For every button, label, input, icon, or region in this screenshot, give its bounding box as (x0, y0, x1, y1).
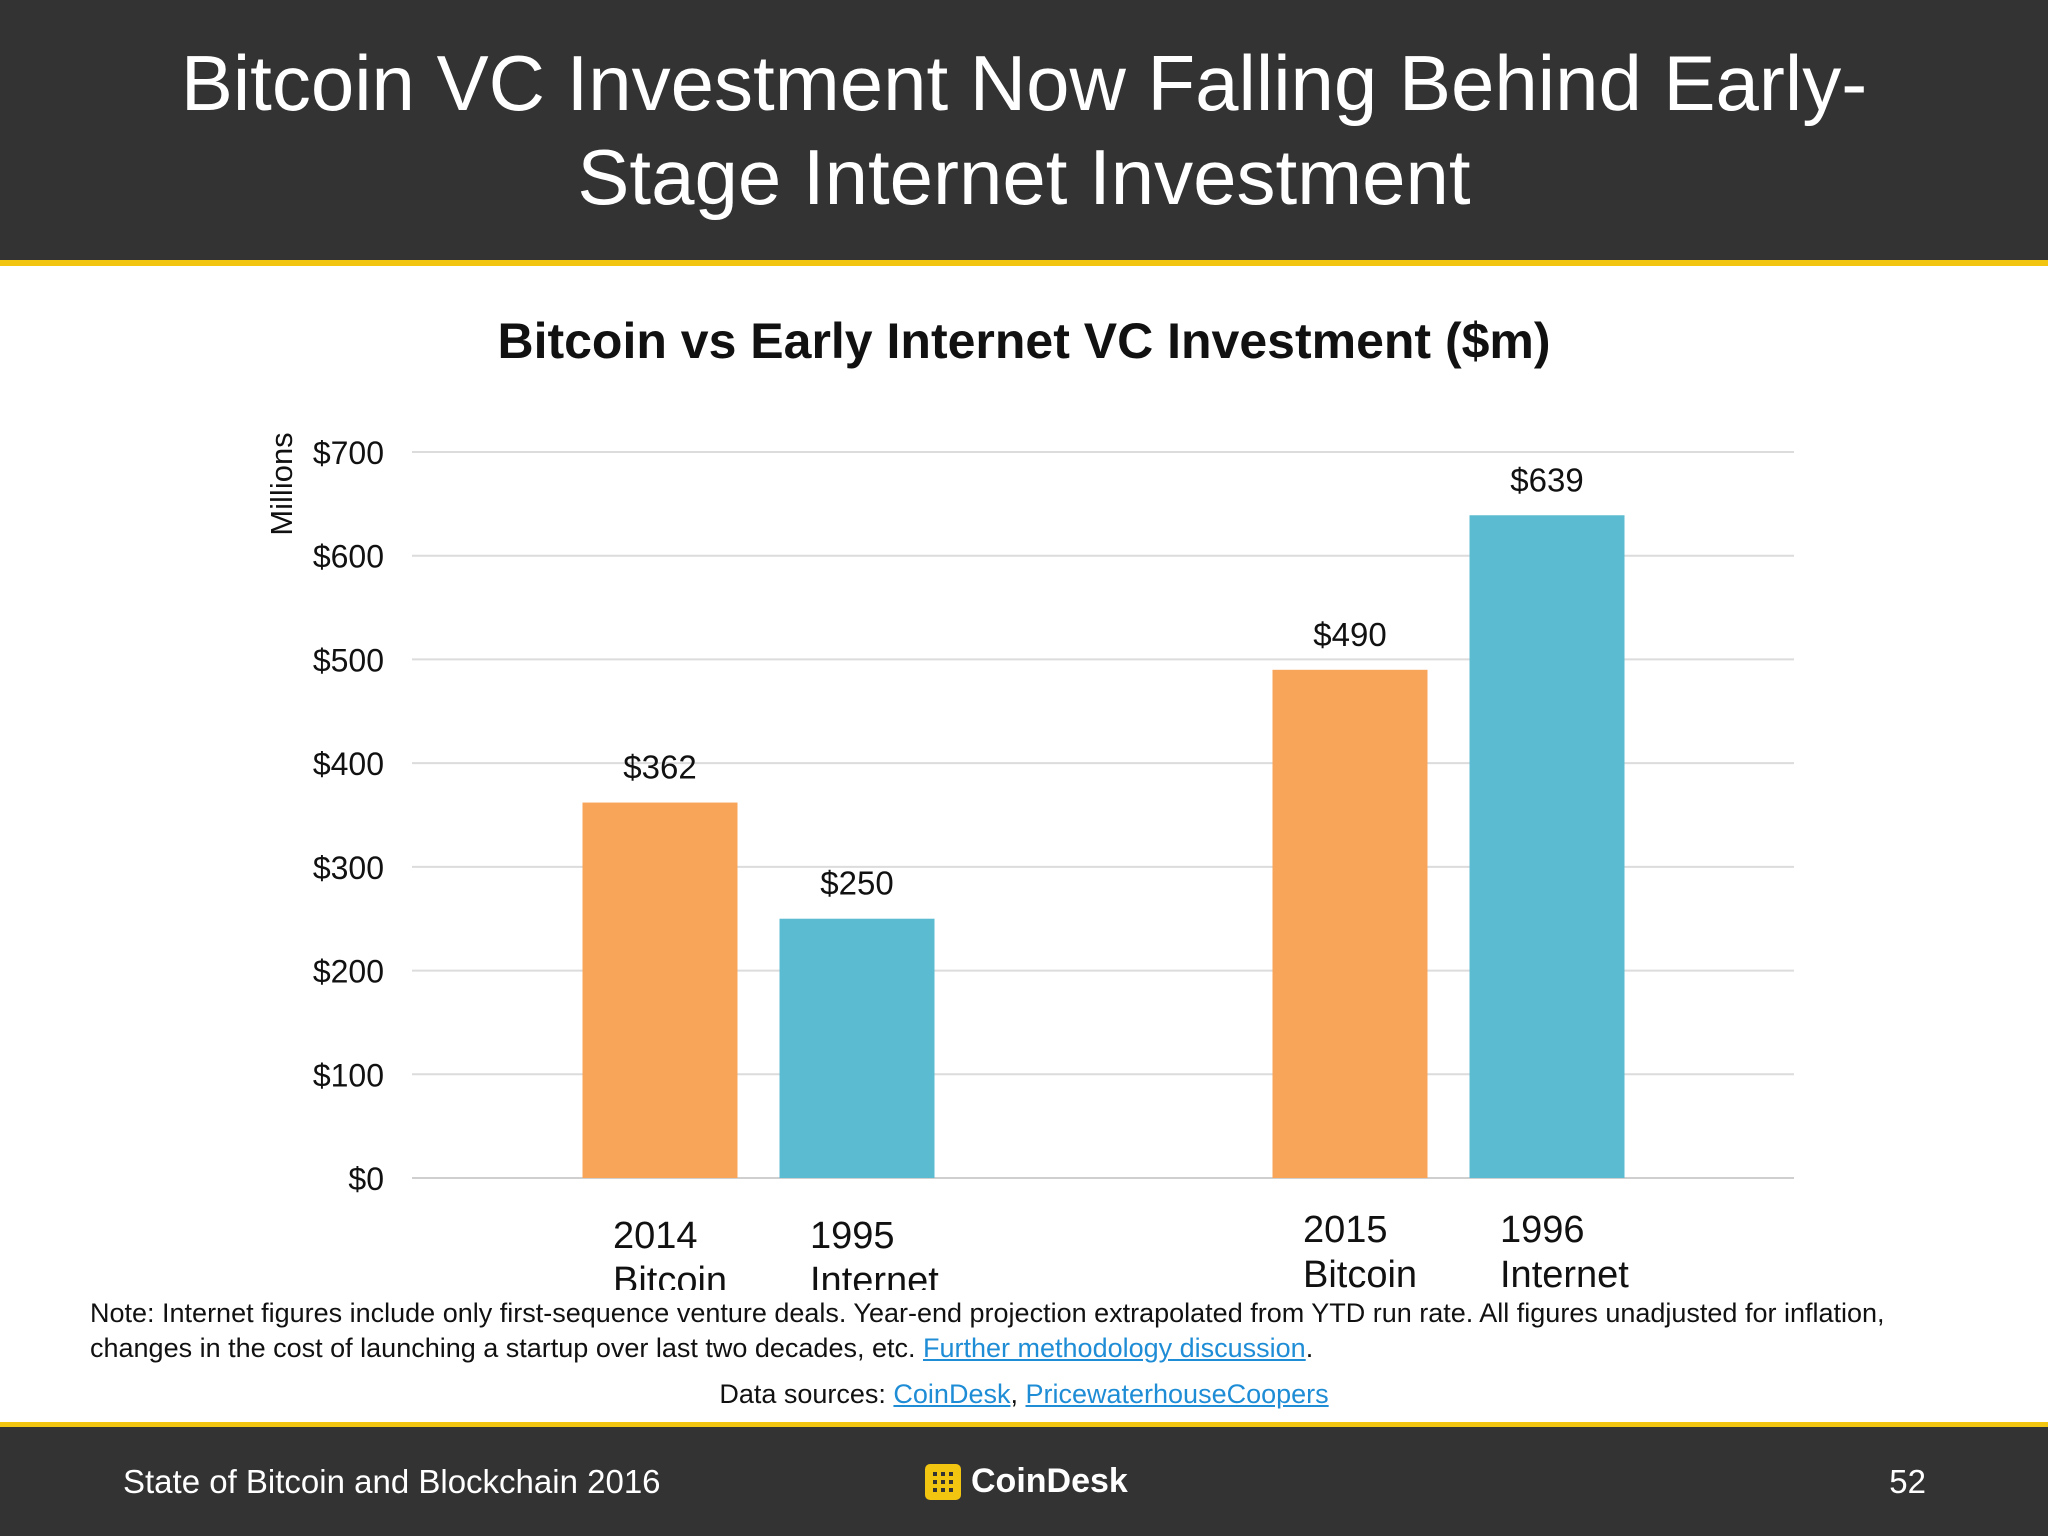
y-tick-label: $600 (313, 539, 384, 575)
brand-name: CoinDesk (971, 1462, 1128, 1500)
sources-prefix: Data sources: (719, 1379, 894, 1409)
category-label-name: Internet (810, 1260, 939, 1290)
y-tick-label: $500 (313, 642, 384, 678)
slide-title-line-2: Stage Internet Investment (577, 133, 1471, 221)
footer-deck-title: State of Bitcoin and Blockchain 2016 (123, 1462, 661, 1500)
y-tick-label: $700 (313, 435, 384, 471)
slide-header: Bitcoin VC Investment Now Falling Behind… (0, 0, 2048, 266)
category-label-year: 2015 (1303, 1209, 1388, 1251)
coindesk-link[interactable]: CoinDesk (893, 1379, 1011, 1409)
bar (1469, 515, 1625, 1178)
category-label-name: Internet (1500, 1254, 1629, 1290)
bar (1272, 669, 1428, 1178)
y-tick-label: $0 (348, 1161, 384, 1197)
category-label-year: 2014 (613, 1215, 698, 1257)
bar (582, 802, 738, 1178)
y-tick-label: $100 (313, 1057, 384, 1093)
page-number: 52 (1889, 1462, 1926, 1500)
note-end: . (1305, 1333, 1314, 1363)
bar (779, 918, 935, 1178)
chart-title: Bitcoin vs Early Internet VC Investment … (497, 313, 1551, 369)
slide-footer: State of Bitcoin and Blockchain 2016 Coi… (0, 1422, 2048, 1536)
y-axis-label: Millions (264, 432, 299, 535)
brand: CoinDesk (925, 1427, 1128, 1536)
data-label: $250 (820, 865, 893, 902)
data-label: $362 (623, 749, 696, 786)
note-text: Note: Internet figures include only firs… (90, 1298, 1885, 1363)
y-tick-label: $400 (313, 746, 384, 782)
bar-chart: $0 $100 $200 $300 $400 $500 $600 $700 Millions $3… (264, 432, 1794, 1290)
coindesk-logo-icon (925, 1463, 961, 1500)
category-label-name: Bitcoin (613, 1260, 727, 1290)
methodology-note: Note: Internet figures include only firs… (90, 1296, 1990, 1366)
category-label-year: 1996 (1500, 1209, 1585, 1251)
data-label: $490 (1313, 616, 1386, 653)
methodology-link[interactable]: Further methodology discussion (923, 1333, 1306, 1363)
data-sources: Data sources: CoinDesk, PricewaterhouseC… (0, 1377, 2048, 1412)
category-label-year: 1995 (810, 1215, 895, 1257)
y-tick-label: $300 (313, 850, 384, 886)
sources-separator: , (1010, 1379, 1026, 1409)
pwc-link[interactable]: PricewaterhouseCoopers (1025, 1379, 1329, 1409)
data-label: $639 (1510, 461, 1583, 498)
y-tick-label: $200 (313, 954, 384, 990)
slide-title-line-1: Bitcoin VC Investment Now Falling Behind… (180, 39, 1868, 127)
category-label-name: Bitcoin (1303, 1254, 1417, 1290)
